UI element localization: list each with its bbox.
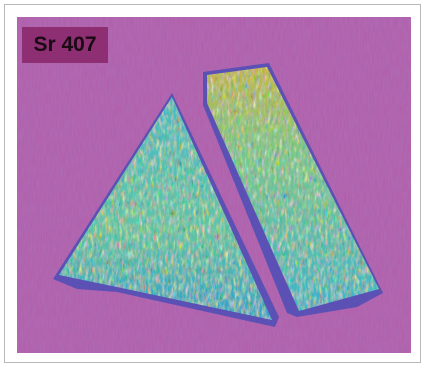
label-box: Sr 407	[22, 27, 108, 63]
right-fragment	[207, 67, 379, 311]
element-label: Sr 407	[33, 33, 97, 56]
left-fragment	[59, 97, 272, 320]
element-map	[17, 17, 411, 353]
